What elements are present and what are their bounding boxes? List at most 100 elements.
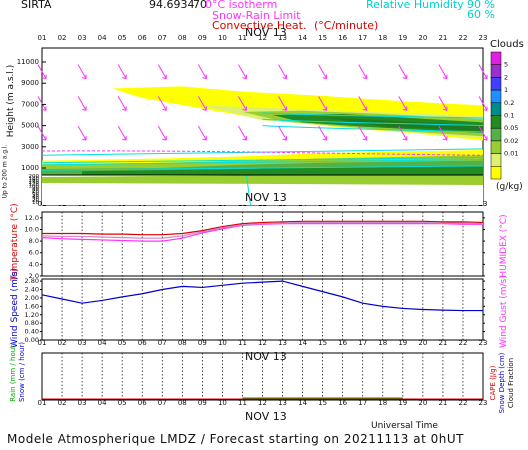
hours-row-4-label-06: 06 bbox=[138, 399, 147, 407]
agl-tick-100: 100 bbox=[29, 183, 40, 189]
hours-row-top-label-12: 12 bbox=[258, 34, 267, 42]
wind-arrow bbox=[117, 64, 127, 80]
hours-row-4-label-23: 23 bbox=[479, 399, 488, 407]
colorbar-swatch bbox=[490, 140, 502, 154]
hours-row-4-label-17: 17 bbox=[358, 399, 367, 407]
hours-row-4-label-03: 03 bbox=[78, 399, 87, 407]
hours-row-top-label-04: 04 bbox=[98, 34, 107, 42]
wind-arrow bbox=[77, 96, 87, 111]
wind-arrow bbox=[318, 125, 328, 141]
site-longitude: 70 bbox=[193, 0, 207, 11]
date-label-4: NOV 13 bbox=[245, 410, 287, 423]
agl-tick-180: 180 bbox=[29, 176, 40, 182]
rh-contour-upper-0 bbox=[262, 118, 484, 127]
agl-tick-200: 200 bbox=[29, 174, 40, 180]
wind-arrow bbox=[278, 64, 288, 80]
hours-row-top-label-20: 20 bbox=[418, 34, 427, 42]
colorbar-swatch bbox=[490, 77, 502, 91]
wind-panel-ytick-1.20: 1.20 bbox=[25, 311, 39, 319]
cape-ylabel: CAPE (J/g) bbox=[489, 365, 497, 401]
legend-snow-rain-label: Snow-Rain Limit bbox=[212, 9, 301, 22]
temperature-panel-series-2 bbox=[41, 221, 484, 239]
wind-arrow bbox=[438, 125, 448, 141]
wind-arrow bbox=[197, 96, 207, 111]
hours-row-3-label-04: 04 bbox=[98, 339, 107, 347]
wind-arrow bbox=[197, 125, 207, 141]
hours-row-4-label-02: 02 bbox=[58, 399, 67, 407]
hours-row-top-label-15: 15 bbox=[318, 34, 327, 42]
hours-row-4-label-07: 07 bbox=[158, 399, 167, 407]
cloud-fraction-ylabel: Cloud Fraction bbox=[507, 357, 515, 409]
wind-arrow bbox=[197, 64, 207, 80]
hours-row-3-label-15: 15 bbox=[318, 339, 327, 347]
wind-panel-series-0 bbox=[41, 280, 483, 312]
xaxis-label: Universal Time bbox=[371, 421, 438, 431]
rh-contour-3 bbox=[41, 165, 484, 171]
wind-arrow bbox=[238, 125, 247, 141]
cloud-fog-band bbox=[42, 175, 483, 185]
wind-arrow bbox=[398, 96, 408, 111]
wind-arrow bbox=[398, 64, 408, 80]
wind-arrow bbox=[278, 96, 288, 111]
wind-arrow bbox=[238, 64, 247, 80]
colorbar-swatch bbox=[490, 102, 502, 116]
height-tick-3000: 3000 bbox=[21, 143, 39, 151]
colorbar-tick-1: 1 bbox=[504, 86, 508, 94]
height-tick-7000: 7000 bbox=[21, 100, 39, 108]
snow-depth-ylabel: Snow Depth (cm) bbox=[498, 352, 506, 414]
height-tick-9000: 9000 bbox=[21, 79, 39, 87]
date-label-2: NOV 13 bbox=[245, 191, 287, 204]
height-tick-5000: 5000 bbox=[21, 122, 39, 130]
hours-row-top-label-06: 06 bbox=[138, 34, 147, 42]
hours-row-3-label-08: 08 bbox=[178, 339, 187, 347]
agl-tick-60: 60 bbox=[32, 191, 39, 197]
hours-row-top-label-07: 07 bbox=[158, 34, 167, 42]
hours-row-3-label-03: 03 bbox=[78, 339, 87, 347]
hours-row-top-label-03: 03 bbox=[78, 34, 87, 42]
hours-row-3-label-13: 13 bbox=[278, 339, 287, 347]
hours-row-4-label-16: 16 bbox=[338, 399, 347, 407]
hours-row-3-label-18: 18 bbox=[378, 339, 387, 347]
hours-row-top-label-16: 16 bbox=[338, 34, 347, 42]
hours-row-4-label-12: 12 bbox=[258, 399, 267, 407]
wind-arrow bbox=[37, 125, 47, 141]
legend-convective-label: Convective Heat. bbox=[212, 19, 307, 32]
wind-gust-ylabel: Wind Gust (m/s) bbox=[499, 275, 509, 348]
hours-row-top-label-22: 22 bbox=[458, 34, 467, 42]
hours-row-3-label-12: 12 bbox=[258, 339, 267, 347]
rh-contour-1 bbox=[41, 159, 484, 166]
hours-row-3-label-06: 06 bbox=[138, 339, 147, 347]
hours-row-top-label-02: 02 bbox=[58, 34, 67, 42]
colorbar-tick-0.1: 0.1 bbox=[504, 112, 514, 120]
hours-row-3-label-20: 20 bbox=[418, 339, 427, 347]
hours-row-3-label-16: 16 bbox=[338, 339, 347, 347]
wind-arrow bbox=[478, 125, 488, 141]
hours-row-3-label-23: 23 bbox=[479, 339, 488, 347]
agl-tick-70: 70 bbox=[32, 189, 39, 195]
cloud-layer-lower-dark bbox=[82, 165, 483, 175]
wind-arrow bbox=[238, 96, 247, 111]
hours-row-4-label-18: 18 bbox=[378, 399, 387, 407]
temperature-panel-ytick-2.0: 2.0 bbox=[29, 272, 39, 280]
wind-panel-ytick-0.80: 0.80 bbox=[25, 319, 39, 327]
hours-row-3-label-10: 10 bbox=[218, 339, 227, 347]
legend-isotherm-label: 0°C isotherm bbox=[205, 0, 278, 11]
wind-panel-ytick-0.40: 0.40 bbox=[25, 328, 39, 336]
hours-row-4-label-19: 19 bbox=[398, 399, 407, 407]
hours-row-top-label-09: 09 bbox=[198, 34, 207, 42]
agl-tick-80: 80 bbox=[32, 187, 39, 193]
rh-contour-drop bbox=[245, 174, 251, 206]
colorbar-swatch bbox=[490, 153, 502, 167]
date-label-3: NOV 13 bbox=[245, 350, 287, 363]
wind-panel-ytick-2.00: 2.00 bbox=[25, 294, 39, 302]
wind-arrow bbox=[37, 96, 47, 111]
wind-panel-ytick-1.60: 1.60 bbox=[25, 302, 39, 310]
rain-ylabel: Rain (mm / hour) bbox=[9, 342, 17, 402]
hours-row-4-label-11: 11 bbox=[238, 399, 247, 407]
wind-arrow bbox=[77, 64, 87, 80]
wind-arrow bbox=[117, 96, 127, 111]
date-label-top: NOV 13 bbox=[245, 26, 287, 39]
hours-row-3-label-07: 07 bbox=[158, 339, 167, 347]
wind-panel-frame bbox=[41, 278, 484, 341]
hours-row-4-label-15: 15 bbox=[318, 399, 327, 407]
